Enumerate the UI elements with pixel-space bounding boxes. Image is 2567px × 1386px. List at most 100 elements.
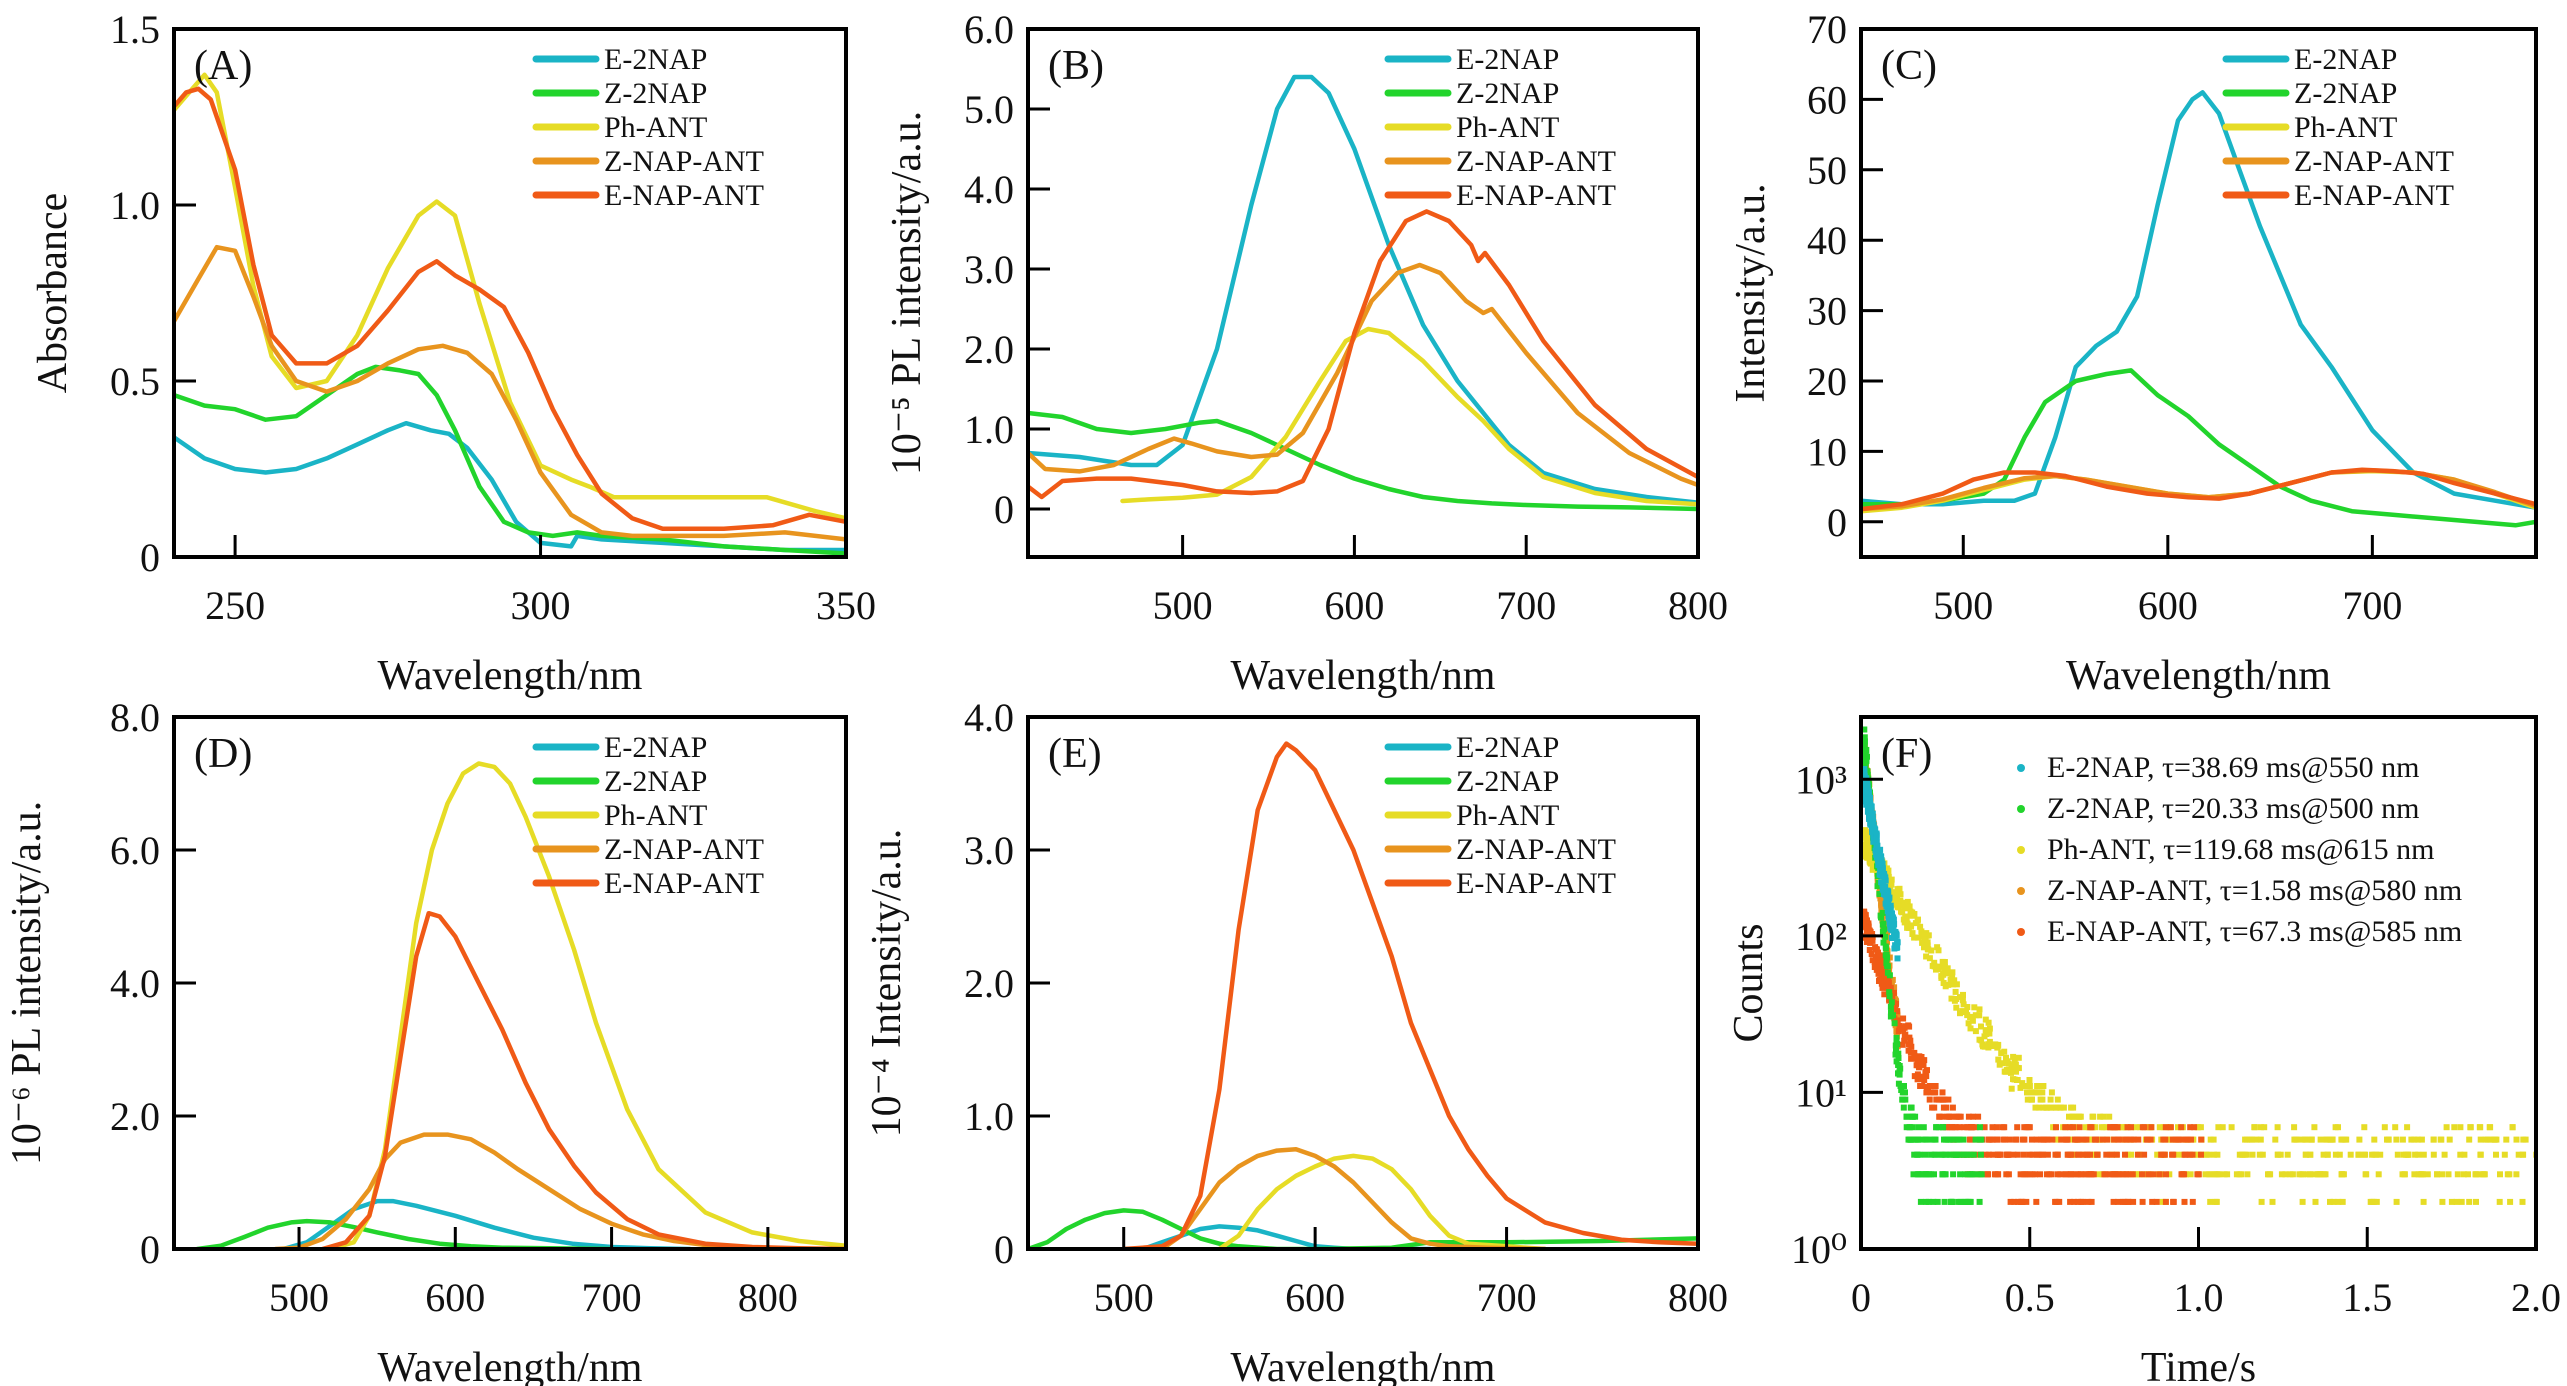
y-tick-label: 60 — [1807, 77, 1847, 122]
data-point — [2453, 1198, 2460, 1205]
data-point — [1900, 1026, 1906, 1033]
data-point — [2369, 1151, 2376, 1158]
data-point — [1867, 938, 1874, 944]
data-point — [1976, 1006, 1983, 1013]
data-point — [1936, 1113, 1943, 1120]
data-point — [2238, 1171, 2245, 1178]
data-point — [1945, 1096, 1952, 1103]
data-point — [2139, 1124, 2146, 1131]
data-point — [2007, 1198, 2014, 1205]
data-point — [2000, 1136, 2007, 1143]
data-point — [2100, 1113, 2107, 1120]
data-point — [2028, 1096, 2035, 1103]
data-point — [1861, 769, 1868, 776]
series-line-z-2nap — [1028, 410, 1698, 512]
data-point — [1969, 1017, 1976, 1024]
data-point — [2108, 1151, 2115, 1158]
data-point — [2504, 1171, 2511, 1178]
series-line-e-2nap — [174, 420, 846, 553]
data-point — [1978, 1037, 1985, 1044]
data-point — [1887, 1003, 1894, 1010]
y-axis-label: 10⁻⁴ Intensity/a.u. — [864, 829, 910, 1138]
data-point — [1967, 1025, 1974, 1032]
data-point — [2023, 1124, 2030, 1131]
data-point — [1944, 1113, 1951, 1120]
data-point — [1902, 1031, 1909, 1038]
data-point — [1947, 1113, 1954, 1120]
panel-label: (D) — [194, 731, 252, 777]
data-point — [1972, 1012, 1979, 1019]
data-point — [1969, 1124, 1976, 1131]
data-point — [2198, 1136, 2205, 1143]
y-tick-label: 8.0 — [110, 695, 160, 740]
data-point — [2125, 1198, 2132, 1205]
data-point — [1874, 958, 1881, 965]
data-point — [2493, 1151, 2499, 1158]
data-point — [2461, 1151, 2468, 1158]
data-point — [1875, 857, 1882, 864]
data-point — [1947, 1198, 1954, 1205]
data-point — [2034, 1089, 2040, 1096]
data-point — [2068, 1171, 2075, 1178]
data-point — [1900, 1104, 1907, 1111]
data-point — [2110, 1198, 2117, 1205]
data-point — [2110, 1124, 2117, 1131]
data-point — [2457, 1124, 2464, 1131]
data-point — [1943, 1136, 1950, 1143]
data-point — [1862, 852, 1869, 859]
data-point — [1959, 997, 1966, 1004]
x-tick-label: 350 — [816, 583, 876, 628]
data-point — [2189, 1198, 2196, 1205]
data-point — [1977, 1151, 1984, 1158]
y-tick-label: 0 — [140, 1227, 160, 1272]
data-point — [1969, 1171, 1976, 1178]
data-point — [1961, 1198, 1968, 1205]
x-axis-label: Wavelength/nm — [378, 653, 643, 699]
data-point — [1895, 1055, 1902, 1061]
data-point — [2178, 1124, 2185, 1131]
data-point — [2096, 1171, 2103, 1178]
data-point — [1878, 902, 1885, 909]
data-point — [2522, 1136, 2529, 1143]
data-point — [1932, 1151, 1939, 1158]
data-point — [2206, 1171, 2213, 1178]
data-point — [1976, 1012, 1983, 1019]
data-point — [2438, 1136, 2445, 1143]
data-point — [1924, 946, 1931, 953]
data-point — [2457, 1151, 2464, 1158]
y-tick-label: 0 — [140, 535, 160, 580]
data-point — [1881, 991, 1888, 998]
legend: E-2NAP, τ=38.69 ms@550 nm Z-2NAP, τ=20.33… — [2017, 751, 2462, 948]
data-point — [1934, 1198, 1941, 1205]
data-point — [2213, 1198, 2220, 1205]
data-point — [1970, 1113, 1976, 1120]
data-point — [1873, 946, 1880, 953]
y-tick-label: 10¹ — [1795, 1070, 1847, 1115]
data-point — [2202, 1171, 2209, 1178]
data-point — [1888, 877, 1894, 884]
data-point — [1926, 1096, 1933, 1103]
data-point — [1881, 874, 1888, 881]
data-point — [2302, 1151, 2309, 1158]
data-point — [1989, 1151, 1996, 1158]
data-point — [1907, 1037, 1914, 1044]
data-point — [2094, 1151, 2101, 1158]
data-point — [2513, 1171, 2520, 1178]
data-point — [2030, 1089, 2037, 1096]
y-tick-label: 10⁰ — [1791, 1227, 1847, 1272]
data-point — [1941, 1151, 1948, 1158]
data-point — [2269, 1198, 2276, 1205]
data-point — [1918, 1057, 1925, 1064]
data-point — [2207, 1136, 2214, 1143]
data-point — [1949, 969, 1956, 976]
data-point — [1933, 1124, 1940, 1131]
data-point — [1972, 1124, 1979, 1131]
data-point — [1942, 1171, 1949, 1178]
data-point — [2078, 1198, 2085, 1205]
data-point — [1982, 1027, 1989, 1034]
data-point — [1901, 1037, 1908, 1044]
legend-label: Ph-ANT, τ=119.68 ms@615 nm — [2047, 833, 2434, 866]
data-point — [2048, 1089, 2055, 1096]
data-point — [2087, 1124, 2094, 1131]
